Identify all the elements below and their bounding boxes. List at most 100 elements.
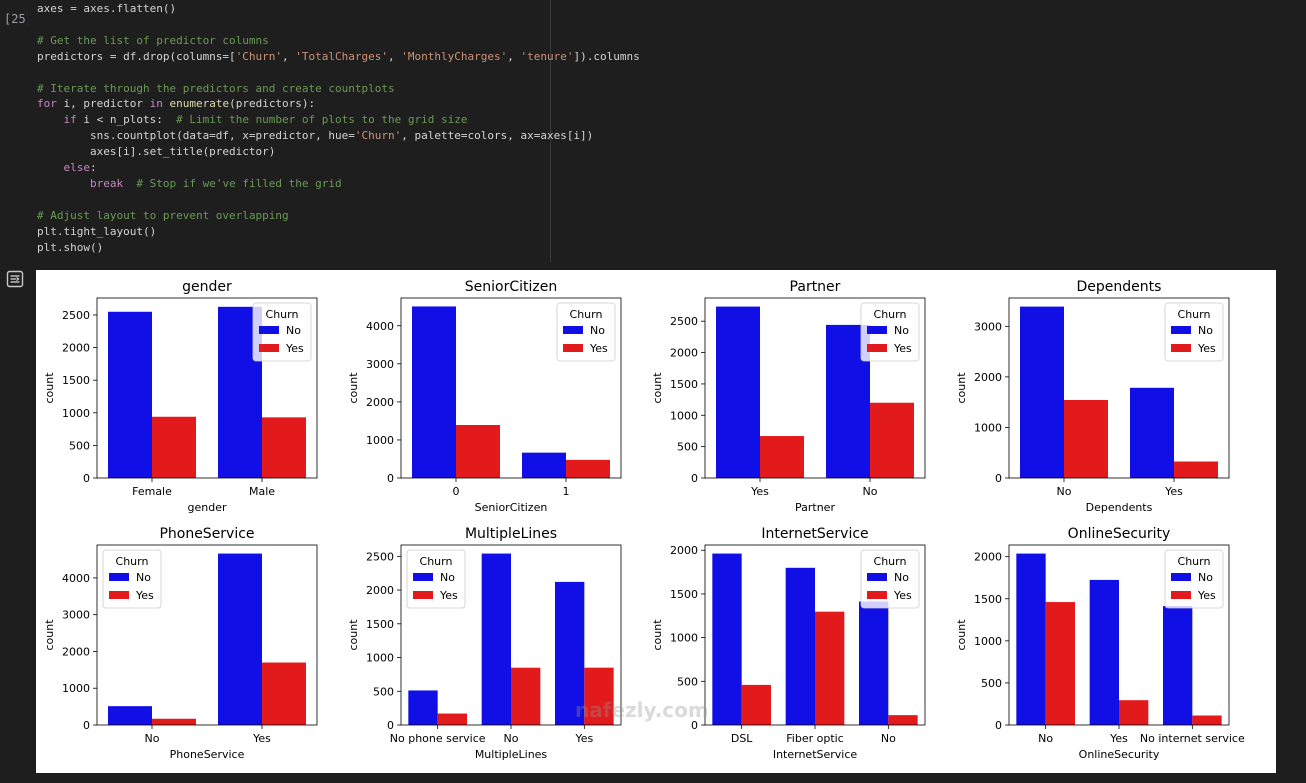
x-axis-label: MultipleLines xyxy=(475,748,548,761)
countplot-OnlineSecurity: OnlineSecurity No Yes No internet service 0 5… xyxy=(955,526,1245,761)
bar-yes xyxy=(760,436,804,478)
code-line: sns.countplot(data=df, x=predictor, hue=… xyxy=(37,128,593,144)
cell-output: gender Female Male 0 500 1000 1500 2000 2500 gend… xyxy=(36,270,1276,773)
y-tick-label: 2000 xyxy=(670,347,698,360)
bar-yes xyxy=(1045,602,1075,725)
bar-no xyxy=(1163,606,1193,725)
bar-yes xyxy=(1064,399,1108,478)
plot-frame xyxy=(400,297,622,479)
code-token: plt.show() xyxy=(37,240,104,254)
legend-label: No xyxy=(1198,324,1213,337)
legend-swatch xyxy=(563,326,583,334)
y-tick-label: 0 xyxy=(691,719,698,732)
bar-yes xyxy=(456,424,500,478)
x-axis-label: OnlineSecurity xyxy=(1079,748,1160,761)
code-token: 'MonthlyCharges' xyxy=(401,49,508,63)
y-tick-label: 2500 xyxy=(62,309,90,322)
x-tick-label: Fiber optic xyxy=(786,732,843,745)
bar-yes xyxy=(1192,715,1222,725)
chart-title: MultipleLines xyxy=(465,526,557,542)
bar-yes xyxy=(1119,700,1149,725)
legend-swatch xyxy=(1171,591,1191,599)
output-gutter xyxy=(0,264,36,783)
bar-no xyxy=(218,553,262,725)
chart-title: OnlineSecurity xyxy=(1068,526,1171,542)
bar-no xyxy=(716,306,760,478)
plot-frame xyxy=(1008,544,1230,726)
code-token: 'Churn' xyxy=(354,129,402,143)
code-token: i < n_plots: xyxy=(76,113,177,127)
bar-yes xyxy=(262,417,306,478)
y-tick-label: 0 xyxy=(387,472,394,485)
legend-swatch xyxy=(259,344,279,352)
code-line: else: xyxy=(37,160,97,176)
legend-title: Churn xyxy=(116,555,149,568)
legend-title: Churn xyxy=(266,308,299,321)
legend: Churn No Yes xyxy=(252,302,312,362)
legend: Churn No Yes xyxy=(406,549,466,609)
y-tick-label: 0 xyxy=(995,472,1002,485)
legend-label: No xyxy=(136,571,151,584)
legend-swatch xyxy=(413,573,433,581)
code-line: break # Stop if we've filled the grid xyxy=(37,176,342,192)
x-tick-label: DSL xyxy=(731,732,753,745)
legend-swatch xyxy=(867,344,887,352)
y-tick-label: 500 xyxy=(373,685,394,698)
legend-label: No xyxy=(894,571,909,584)
x-tick-label: Yes xyxy=(1164,485,1183,498)
code-token: ]).columns xyxy=(573,49,640,63)
countplot-InternetService: InternetService DSL Fiber optic No 0 500 1000 1… xyxy=(651,526,926,761)
y-tick-label: 0 xyxy=(995,719,1002,732)
chart-title: PhoneService xyxy=(159,526,254,542)
plot-frame xyxy=(704,544,926,726)
countplot-SeniorCitizen: SeniorCitizen 0 1 0 1000 2000 3000 4000 SeniorCi… xyxy=(347,279,622,514)
code-token: for xyxy=(37,97,57,111)
bar-no xyxy=(859,601,889,725)
legend-label: Yes xyxy=(1197,342,1216,355)
x-axis-label: PhoneService xyxy=(170,748,245,761)
y-tick-label: 0 xyxy=(387,719,394,732)
code-token: , palette=colors, ax=axes[i]) xyxy=(401,129,594,143)
code-token: 'tenure' xyxy=(520,49,574,63)
code-token: enumerate xyxy=(169,97,230,111)
watermark: nafezly.com xyxy=(575,698,709,722)
bar-no xyxy=(108,706,152,725)
y-tick-label: 2500 xyxy=(670,315,698,328)
code-token: break xyxy=(89,176,124,190)
bar-no xyxy=(1020,306,1064,478)
x-tick-label: Male xyxy=(249,485,275,498)
legend-label: No xyxy=(590,324,605,337)
y-tick-label: 500 xyxy=(69,439,90,452)
code-editor[interactable]: axes = axes.flatten() # Get the list of p… xyxy=(28,0,640,262)
code-token: 'Churn' xyxy=(235,49,283,63)
output-toggle-icon[interactable] xyxy=(6,270,24,288)
y-tick-label: 0 xyxy=(83,472,90,485)
legend-title: Churn xyxy=(874,308,907,321)
legend-title: Churn xyxy=(1178,308,1211,321)
code-line: # Iterate through the predictors and cre… xyxy=(37,81,395,97)
code-token: sns.countplot(data=df, x=predictor, hue= xyxy=(37,129,355,143)
code-cell[interactable]: [25] axes = axes.flatten() # Get the list… xyxy=(0,0,1306,264)
x-tick-label: No phone service xyxy=(390,732,486,745)
code-token xyxy=(37,161,64,174)
chart-title: Dependents xyxy=(1077,279,1162,295)
y-tick-label: 3000 xyxy=(62,609,90,622)
chart-title: InternetService xyxy=(761,526,868,542)
y-tick-label: 2000 xyxy=(366,584,394,597)
y-tick-label: 4000 xyxy=(62,572,90,585)
code-token: # Adjust layout to prevent overlapping xyxy=(37,208,289,222)
code-line: axes[i].set_title(predictor) xyxy=(37,144,275,160)
y-tick-label: 2000 xyxy=(670,544,698,557)
countplot-Dependents: Dependents No Yes 0 1000 2000 3000 Dependents co… xyxy=(955,279,1230,514)
code-token xyxy=(123,177,136,190)
x-tick-label: Yes xyxy=(750,485,769,498)
y-tick-label: 1500 xyxy=(62,374,90,387)
bar-yes xyxy=(815,611,845,725)
y-tick-label: 1000 xyxy=(366,652,394,665)
code-line: axes = axes.flatten() xyxy=(37,1,176,17)
status-strip xyxy=(0,773,1306,783)
legend-label: Yes xyxy=(893,342,912,355)
y-tick-label: 2000 xyxy=(974,551,1002,564)
x-tick-label: Female xyxy=(132,485,172,498)
y-tick-label: 1500 xyxy=(670,588,698,601)
